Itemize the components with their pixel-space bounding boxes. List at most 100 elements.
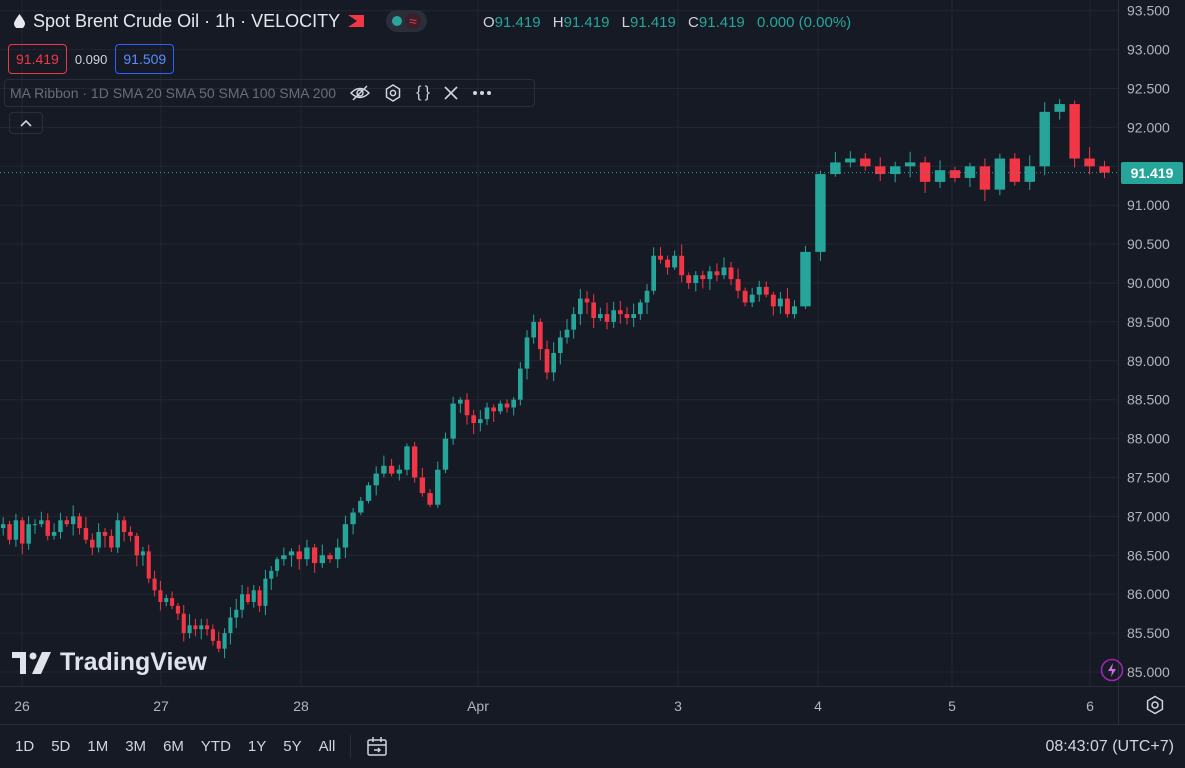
timeframe-all[interactable]: All (318, 738, 336, 755)
candle-body (269, 570, 274, 579)
indicator-legend[interactable]: MA Ribbon · 1D SMA 20 SMA 50 SMA 100 SMA… (4, 79, 535, 107)
candle-body (491, 407, 496, 412)
candle-body (558, 337, 563, 354)
y-tick-label: 85.500 (1127, 625, 1170, 641)
candle-body (193, 625, 198, 630)
symbol-title-bar[interactable]: Spot Brent Crude Oil · 1h · VELOCITY ≈ (14, 10, 427, 32)
candle-body (631, 314, 636, 319)
x-tick-label: 3 (674, 698, 682, 714)
candle-body (919, 162, 931, 182)
flag-icon[interactable] (348, 15, 365, 27)
timeframe-6m[interactable]: 6M (163, 738, 184, 755)
candle-body (181, 613, 186, 634)
more-options-icon[interactable] (472, 90, 492, 96)
candle-body (170, 598, 175, 606)
candle-body (624, 314, 630, 319)
candle-body (518, 368, 523, 400)
y-tick-label: 90.500 (1127, 236, 1170, 252)
candle-body (373, 473, 379, 486)
candle-body (611, 310, 616, 322)
calendar-range-icon[interactable] (365, 735, 389, 759)
candle-body (20, 520, 25, 544)
candle-body (187, 625, 192, 634)
timeframe-3m[interactable]: 3M (125, 738, 147, 755)
candle-body (815, 174, 826, 252)
x-tick-label: Apr (467, 698, 489, 714)
candle-body (679, 255, 685, 276)
sell-button[interactable]: 91.419 (8, 44, 67, 74)
candle-body (427, 493, 433, 505)
candle-body (742, 290, 748, 303)
x-tick-label: 26 (14, 698, 30, 714)
market-status-pill[interactable]: ≈ (386, 10, 427, 32)
candle-body (1069, 104, 1080, 159)
candle-body (45, 520, 50, 536)
y-tick-label: 87.500 (1127, 470, 1170, 486)
candle-body (210, 629, 215, 641)
candle-body (1054, 104, 1065, 112)
candle-body (13, 520, 19, 540)
candle-body (70, 516, 76, 525)
candle-body (350, 512, 356, 525)
low-label: L (621, 14, 630, 31)
x-tick-label: 6 (1086, 698, 1094, 714)
candle-body (721, 267, 727, 276)
y-tick-label: 93.000 (1127, 42, 1170, 58)
candle-body (707, 271, 713, 280)
hide-eye-icon[interactable] (350, 85, 371, 101)
timeframe-5y[interactable]: 5Y (283, 738, 302, 755)
candle-body (327, 555, 333, 560)
candle-body (949, 170, 961, 178)
timeframe-1y[interactable]: 1Y (247, 738, 267, 755)
candle-body (134, 535, 140, 556)
y-tick-label: 88.000 (1127, 431, 1170, 447)
close-icon[interactable] (444, 86, 458, 100)
timeframe-1d[interactable]: 1D (15, 738, 35, 755)
open-label: O (483, 14, 495, 31)
candle-body (365, 485, 372, 501)
ohlc-readout: O91.419 H91.419 L91.419 C91.419 0.000 (0… (483, 14, 859, 31)
candle-body (979, 166, 991, 190)
candle-body (665, 259, 671, 268)
source-code-icon[interactable]: { } (416, 84, 430, 101)
candle-body (121, 520, 127, 532)
candle-body (700, 275, 706, 280)
candle-body (735, 279, 741, 291)
settings-gear-icon[interactable] (384, 84, 402, 102)
candle-body (288, 551, 295, 556)
candle-body (26, 524, 31, 544)
collapse-legend-button[interactable] (9, 112, 43, 134)
chart-settings-gear-icon[interactable] (1145, 695, 1165, 715)
indicator-label[interactable]: MA Ribbon · 1D SMA 20 SMA 50 SMA 100 SMA… (10, 85, 337, 101)
candle-body (994, 158, 1006, 190)
candle-body (1024, 166, 1035, 182)
toolbar-divider (350, 734, 352, 759)
candle-body (830, 162, 841, 175)
candle-body (1099, 166, 1110, 173)
candle-body (304, 547, 310, 560)
candle-body (234, 609, 239, 618)
candle-body (538, 321, 543, 350)
candle-body (551, 353, 556, 373)
tradingview-logo[interactable]: TradingView (12, 648, 207, 677)
candle-body (584, 298, 590, 303)
candle-body (281, 555, 287, 560)
symbol-title[interactable]: Spot Brent Crude Oil · 1h · VELOCITY (33, 10, 341, 31)
timeframe-5d[interactable]: 5D (51, 738, 71, 755)
candle-body (96, 531, 101, 548)
oil-drop-icon (14, 14, 25, 28)
lightning-icon[interactable] (1100, 658, 1124, 682)
candle-body (618, 310, 623, 315)
candle-body (158, 590, 163, 602)
candle-body (511, 399, 516, 408)
buy-button[interactable]: 91.509 (115, 44, 175, 74)
timezone-clock[interactable]: 08:43:07 (UTC+7) (1045, 738, 1174, 755)
x-tick-label: 5 (948, 698, 956, 714)
candle-body (1009, 158, 1021, 182)
timeframe-ytd[interactable]: YTD (200, 738, 231, 755)
candle-body (591, 302, 596, 319)
candle-body (578, 298, 583, 315)
candle-body (478, 419, 483, 424)
timeframe-1m[interactable]: 1M (87, 738, 109, 755)
